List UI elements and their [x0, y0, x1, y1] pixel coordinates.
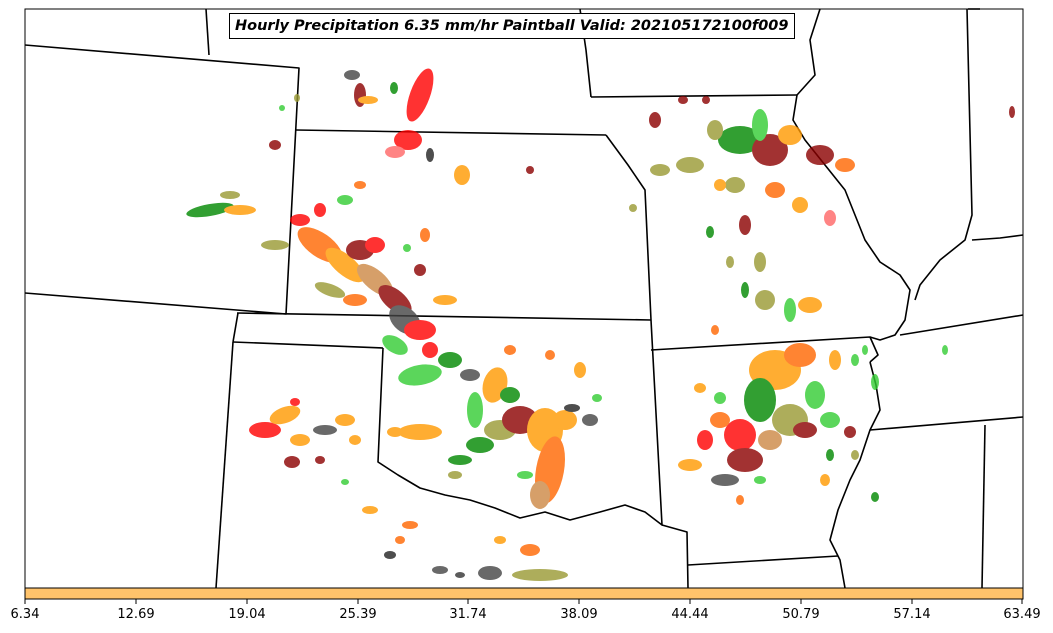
map-frame [24, 8, 1024, 589]
colorbar-tick-label: 63.49 [1003, 607, 1041, 622]
precipitation-swaths [186, 68, 1015, 581]
colorbar [24, 587, 1024, 600]
colorbar-tick-label: 57.14 [893, 607, 931, 622]
colorbar-tick-label: 6.34 [10, 607, 40, 622]
colorbar-ticks [24, 599, 1023, 604]
colorbar-tick-label: 38.09 [560, 607, 598, 622]
colorbar-tick-label: 31.74 [449, 607, 487, 622]
state-boundaries [24, 8, 1024, 589]
colorbar-tick-label: 19.04 [228, 607, 266, 622]
colorbar-tick-label: 12.69 [117, 607, 155, 622]
colorbar-tick-label: 44.44 [671, 607, 709, 622]
colorbar-tick-label: 50.79 [782, 607, 820, 622]
map-title: Hourly Precipitation 6.35 mm/hr Paintbal… [229, 13, 795, 39]
colorbar-tick-label: 25.39 [339, 607, 377, 622]
